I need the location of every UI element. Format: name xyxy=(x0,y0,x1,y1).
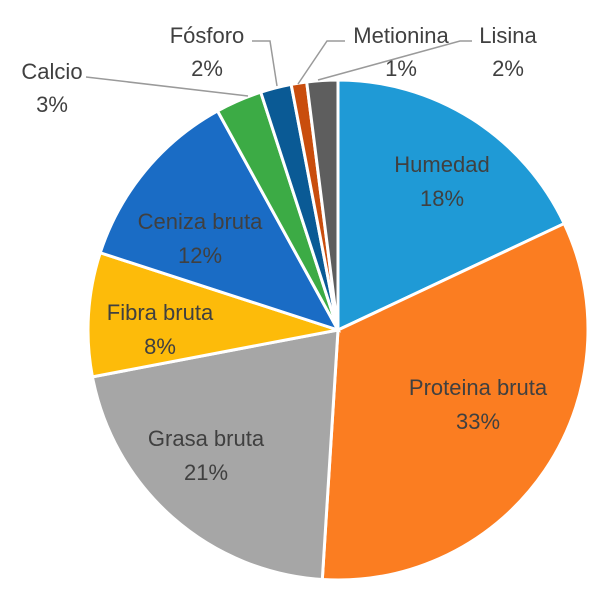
leader-line-metionina xyxy=(297,40,345,85)
pie-slice-humedad xyxy=(336,78,567,333)
slice-label-calcio: Calcio xyxy=(21,59,82,84)
slice-value-fibra-bruta: 8% xyxy=(144,334,176,359)
slice-value-grasa-bruta: 21% xyxy=(184,460,228,485)
slice-label-proteina-bruta: Proteina bruta xyxy=(409,375,548,400)
pie-slice-grasa-bruta xyxy=(90,328,340,582)
slice-label-lisina: Lisina xyxy=(479,23,537,48)
pie-slice-lisina xyxy=(304,78,340,331)
slice-label-fosforo: Fósforo xyxy=(170,23,245,48)
slice-labels: Humedad 18% Proteina bruta 33% Grasa bruta 21… xyxy=(21,23,547,485)
slice-value-calcio: 3% xyxy=(36,92,68,117)
pie-slice-fibra-bruta xyxy=(86,250,339,379)
pie-slice-proteina-bruta xyxy=(320,221,590,582)
slice-label-ceniza-bruta: Ceniza bruta xyxy=(138,209,264,234)
slice-value-proteina-bruta: 33% xyxy=(456,409,500,434)
pie-slices xyxy=(86,78,590,582)
slice-value-metionina: 1% xyxy=(385,56,417,81)
leader-line-fosforo xyxy=(252,40,278,87)
slice-value-ceniza-bruta: 12% xyxy=(178,243,222,268)
slice-value-humedad: 18% xyxy=(420,186,464,211)
pie-slice-ceniza-bruta xyxy=(98,108,342,333)
leader-lines xyxy=(85,40,472,97)
slice-value-lisina: 2% xyxy=(492,56,524,81)
leader-line-calcio xyxy=(85,76,249,97)
slice-value-fosforo: 2% xyxy=(191,56,223,81)
slice-label-humedad: Humedad xyxy=(394,152,489,177)
slice-label-metionina: Metionina xyxy=(353,23,449,48)
slice-label-grasa-bruta: Grasa bruta xyxy=(148,426,265,451)
slice-label-fibra-bruta: Fibra bruta xyxy=(107,300,214,325)
leader-line-lisina xyxy=(317,40,472,81)
